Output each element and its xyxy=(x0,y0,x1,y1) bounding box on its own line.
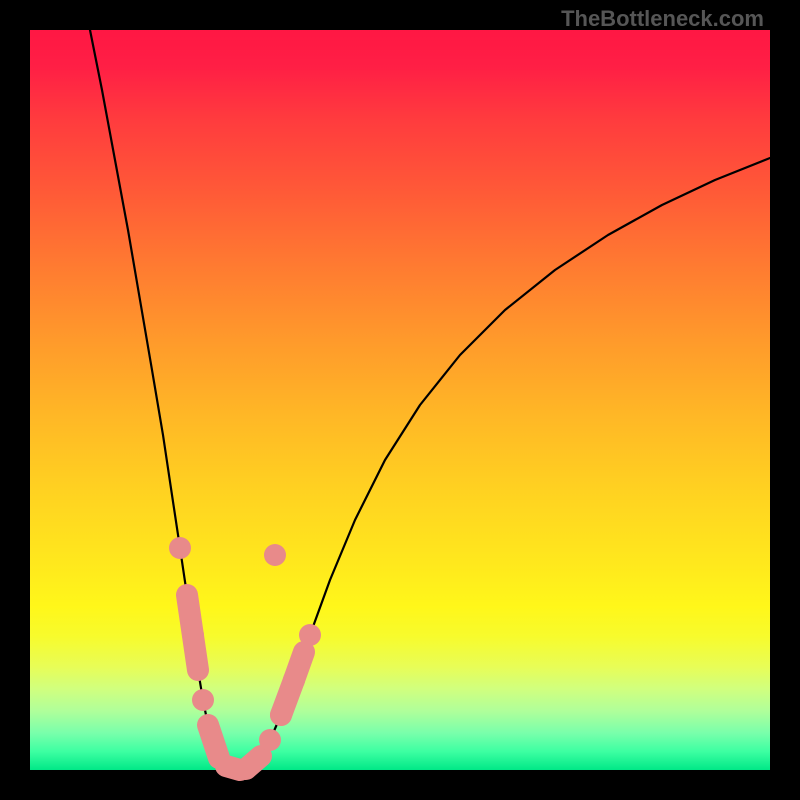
right-marker-5 xyxy=(294,652,304,680)
left-marker-4 xyxy=(208,725,219,758)
left-marker-0 xyxy=(169,537,191,559)
right-marker-7 xyxy=(264,544,286,566)
left-marker-2 xyxy=(182,624,204,646)
left-marker-3 xyxy=(192,689,214,711)
chart-svg xyxy=(0,0,800,800)
right-marker-1 xyxy=(259,729,281,751)
watermark-text: TheBottleneck.com xyxy=(561,6,764,32)
right-marker-6 xyxy=(270,704,292,726)
chart-frame: TheBottleneck.com xyxy=(0,0,800,800)
plot-background xyxy=(30,30,770,770)
right-marker-0 xyxy=(246,756,261,769)
